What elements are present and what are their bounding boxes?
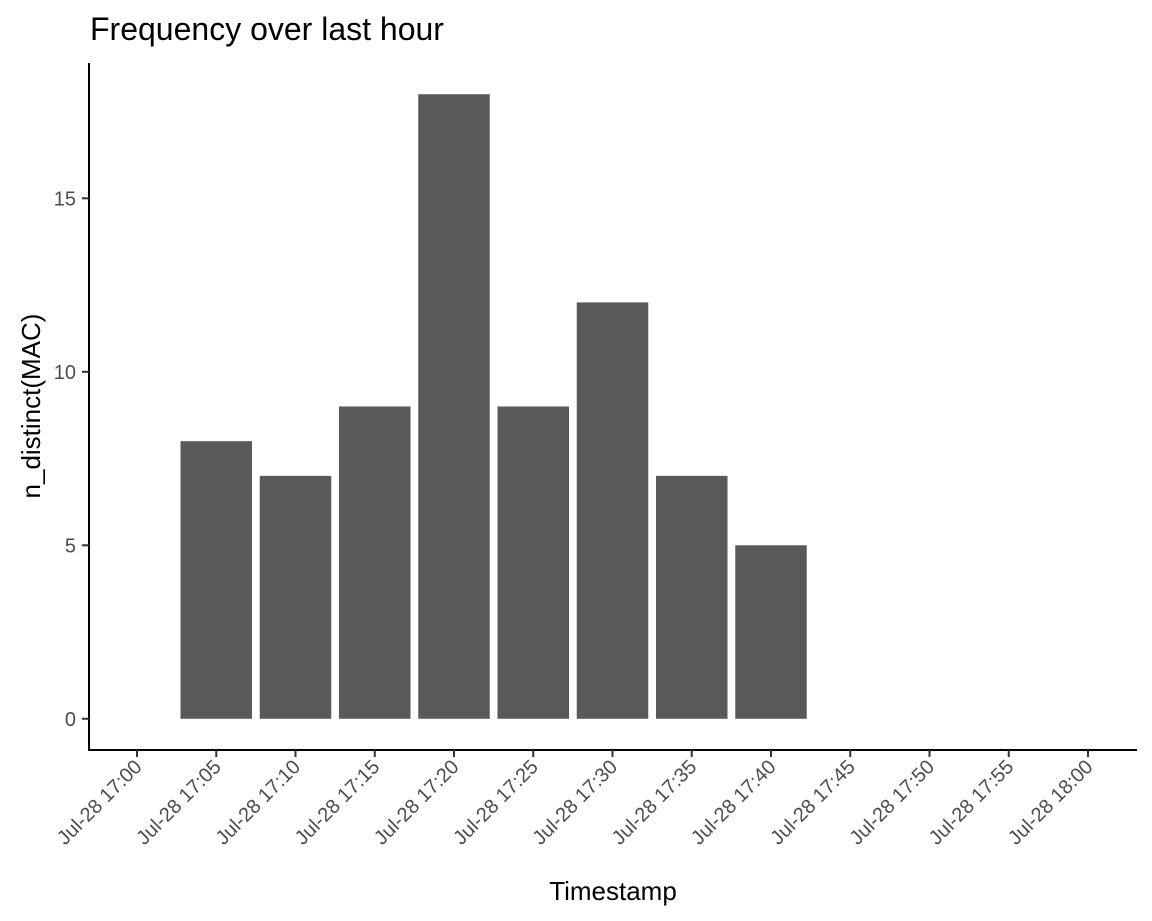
bar-jul-28-17-40 <box>735 545 807 719</box>
y-tick-label-5: 5 <box>65 535 76 557</box>
bar-jul-28-17-25 <box>497 406 569 719</box>
bar-jul-28-17-05 <box>180 441 252 719</box>
x-tick-label-jul-28-17-50: Jul-28 17:50 <box>846 756 939 849</box>
x-tick-label-jul-28-17-20: Jul-28 17:20 <box>370 756 463 849</box>
x-tick-label-jul-28-17-30: Jul-28 17:30 <box>529 756 622 849</box>
x-tick-label-jul-28-17-05: Jul-28 17:05 <box>132 756 225 849</box>
chart-title: Frequency over last hour <box>90 11 444 47</box>
bars-group <box>180 94 807 719</box>
x-tick-label-jul-28-17-35: Jul-28 17:35 <box>608 756 701 849</box>
y-tick-label-10: 10 <box>54 362 76 384</box>
x-tick-label-jul-28-17-45: Jul-28 17:45 <box>766 756 859 849</box>
x-axis-title: Timestamp <box>549 876 677 906</box>
y-tick-label-15: 15 <box>54 188 76 210</box>
bar-jul-28-17-35 <box>656 475 728 719</box>
bar-jul-28-17-10 <box>259 475 332 719</box>
bar-jul-28-17-30 <box>576 302 649 719</box>
x-tick-label-jul-28-17-15: Jul-28 17:15 <box>291 756 384 849</box>
y-tick-label-0: 0 <box>65 709 76 731</box>
x-tick-label-jul-28-18-00: Jul-28 18:00 <box>1004 756 1097 849</box>
y-axis-title: n_distinct(MAC) <box>16 314 46 499</box>
bar-jul-28-17-15 <box>339 406 411 719</box>
y-axis-ticks: 0 5 10 15 <box>54 188 89 731</box>
x-tick-label-jul-28-17-40: Jul-28 17:40 <box>687 756 780 849</box>
x-tick-label-jul-28-17-25: Jul-28 17:25 <box>449 756 542 849</box>
x-tick-label-jul-28-17-10: Jul-28 17:10 <box>212 756 305 849</box>
x-tick-label-jul-28-17-55: Jul-28 17:55 <box>925 756 1018 849</box>
bar-jul-28-17-20 <box>418 94 490 719</box>
x-tick-label-jul-28-17-00: Jul-28 17:00 <box>53 756 146 849</box>
